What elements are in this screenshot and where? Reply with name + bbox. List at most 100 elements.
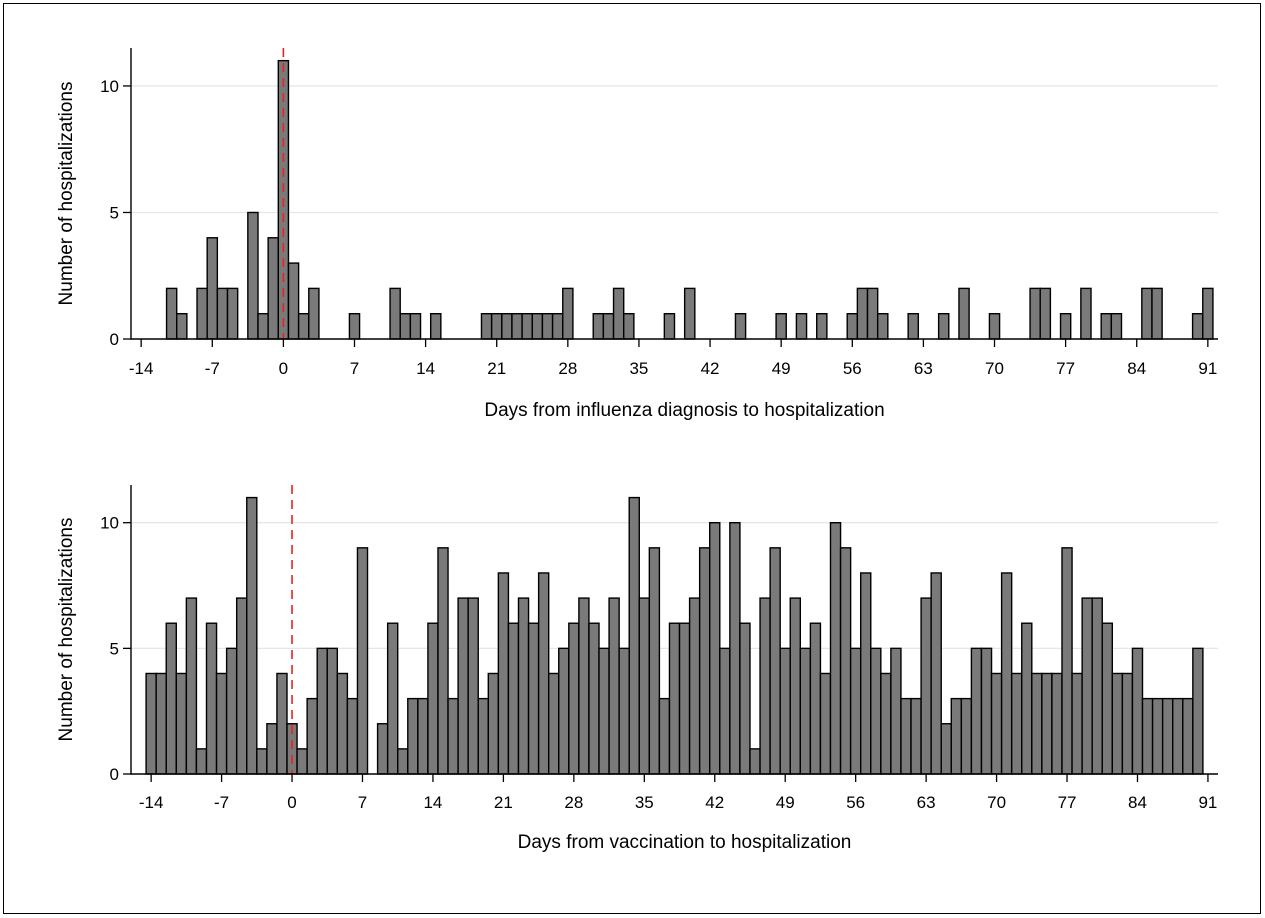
- bar: [870, 647, 882, 775]
- y-tick-label: 5: [110, 639, 119, 658]
- bar: [215, 672, 228, 775]
- bar: [437, 547, 449, 775]
- bar: [490, 313, 503, 340]
- bar: [205, 622, 218, 775]
- bar: [1151, 697, 1164, 775]
- bar: [876, 313, 889, 340]
- bar: [1059, 313, 1072, 340]
- bar: [487, 672, 500, 775]
- bar: [1100, 313, 1113, 340]
- x-tick-label: 35: [635, 793, 654, 812]
- bar: [849, 647, 862, 775]
- bar: [447, 697, 459, 775]
- bar: [988, 313, 1001, 340]
- bar: [1021, 622, 1033, 775]
- bar: [663, 313, 676, 340]
- y-tick-label: 0: [110, 330, 119, 349]
- bar: [907, 313, 920, 340]
- x-tick-label: 70: [987, 793, 1006, 812]
- bar: [970, 647, 983, 775]
- bar: [531, 313, 544, 340]
- bar: [399, 313, 412, 340]
- bar: [612, 287, 625, 340]
- bar: [226, 287, 239, 340]
- chart-panel-2: -14 -7 0 7 14 21 28 35 42 49 56 63 70 77 84 91 0 5 10 Days …: [56, 485, 1218, 853]
- bar: [206, 237, 219, 340]
- x-tick-label: 14: [423, 793, 442, 812]
- y-tick-label: 10: [100, 514, 119, 533]
- bar: [537, 572, 550, 775]
- chart-panel-1: -14 -7 0 7 14 21 28 35 42 49 56 63 70 77 84 91 0 5 10 Days …: [56, 48, 1218, 421]
- bar: [480, 313, 493, 340]
- y-tick-label: 0: [110, 765, 119, 784]
- x-tick-label: -14: [139, 793, 164, 812]
- bar: [266, 723, 278, 775]
- y-tick-label: 10: [100, 77, 119, 96]
- bar: [429, 313, 442, 340]
- x-tick-label: 77: [1058, 793, 1077, 812]
- bar: [890, 647, 902, 775]
- bar: [547, 672, 560, 775]
- bar: [866, 287, 879, 340]
- bar: [1161, 697, 1174, 775]
- bar: [729, 522, 741, 775]
- x-tick-label: -7: [205, 359, 220, 378]
- bar: [1031, 672, 1043, 775]
- bar: [1111, 672, 1124, 775]
- bar: [1081, 597, 1093, 775]
- bar: [769, 547, 781, 775]
- bar: [678, 622, 691, 775]
- x-tick-label: 63: [917, 793, 936, 812]
- bar: [839, 547, 852, 775]
- bar: [1192, 647, 1204, 775]
- bar: [276, 672, 288, 775]
- bar: [1141, 287, 1153, 340]
- bar: [880, 672, 892, 775]
- bar: [287, 262, 300, 340]
- bar: [683, 287, 696, 340]
- bar: [1029, 287, 1041, 340]
- bar: [346, 697, 359, 775]
- x-tick-label: 7: [350, 359, 359, 378]
- x-tick-label: 35: [629, 359, 648, 378]
- bar: [176, 313, 188, 340]
- bar: [958, 287, 970, 340]
- bar: [541, 313, 554, 340]
- bar: [638, 597, 651, 775]
- bar: [709, 522, 721, 775]
- bar: [860, 572, 872, 775]
- bar: [397, 748, 409, 775]
- bar: [618, 647, 630, 775]
- bar: [306, 697, 318, 775]
- bar: [407, 697, 419, 775]
- bar: [376, 723, 389, 775]
- bar: [1061, 547, 1073, 775]
- bar: [1041, 672, 1053, 775]
- bar: [551, 313, 564, 340]
- bar: [517, 597, 530, 775]
- bar: [558, 647, 570, 775]
- bar: [155, 672, 167, 775]
- bar: [477, 697, 489, 775]
- bar: [568, 622, 580, 775]
- x-axis-label: Days from vaccination to hospitalization: [518, 832, 852, 853]
- bar: [336, 672, 349, 775]
- x-tick-label: -14: [129, 359, 154, 378]
- bar: [668, 622, 681, 775]
- bar: [779, 647, 791, 775]
- bar: [225, 647, 238, 775]
- x-tick-label: 84: [1128, 793, 1147, 812]
- bar: [856, 287, 869, 340]
- bar: [1080, 287, 1092, 340]
- bar: [799, 647, 812, 775]
- bar: [648, 547, 661, 775]
- bar: [910, 697, 922, 775]
- bar: [960, 697, 973, 775]
- x-tick-label: 63: [914, 359, 933, 378]
- bar: [980, 647, 993, 775]
- bar: [608, 597, 620, 775]
- x-tick-label: 91: [1198, 793, 1217, 812]
- bar: [1000, 572, 1013, 775]
- x-tick-label: 28: [558, 359, 577, 378]
